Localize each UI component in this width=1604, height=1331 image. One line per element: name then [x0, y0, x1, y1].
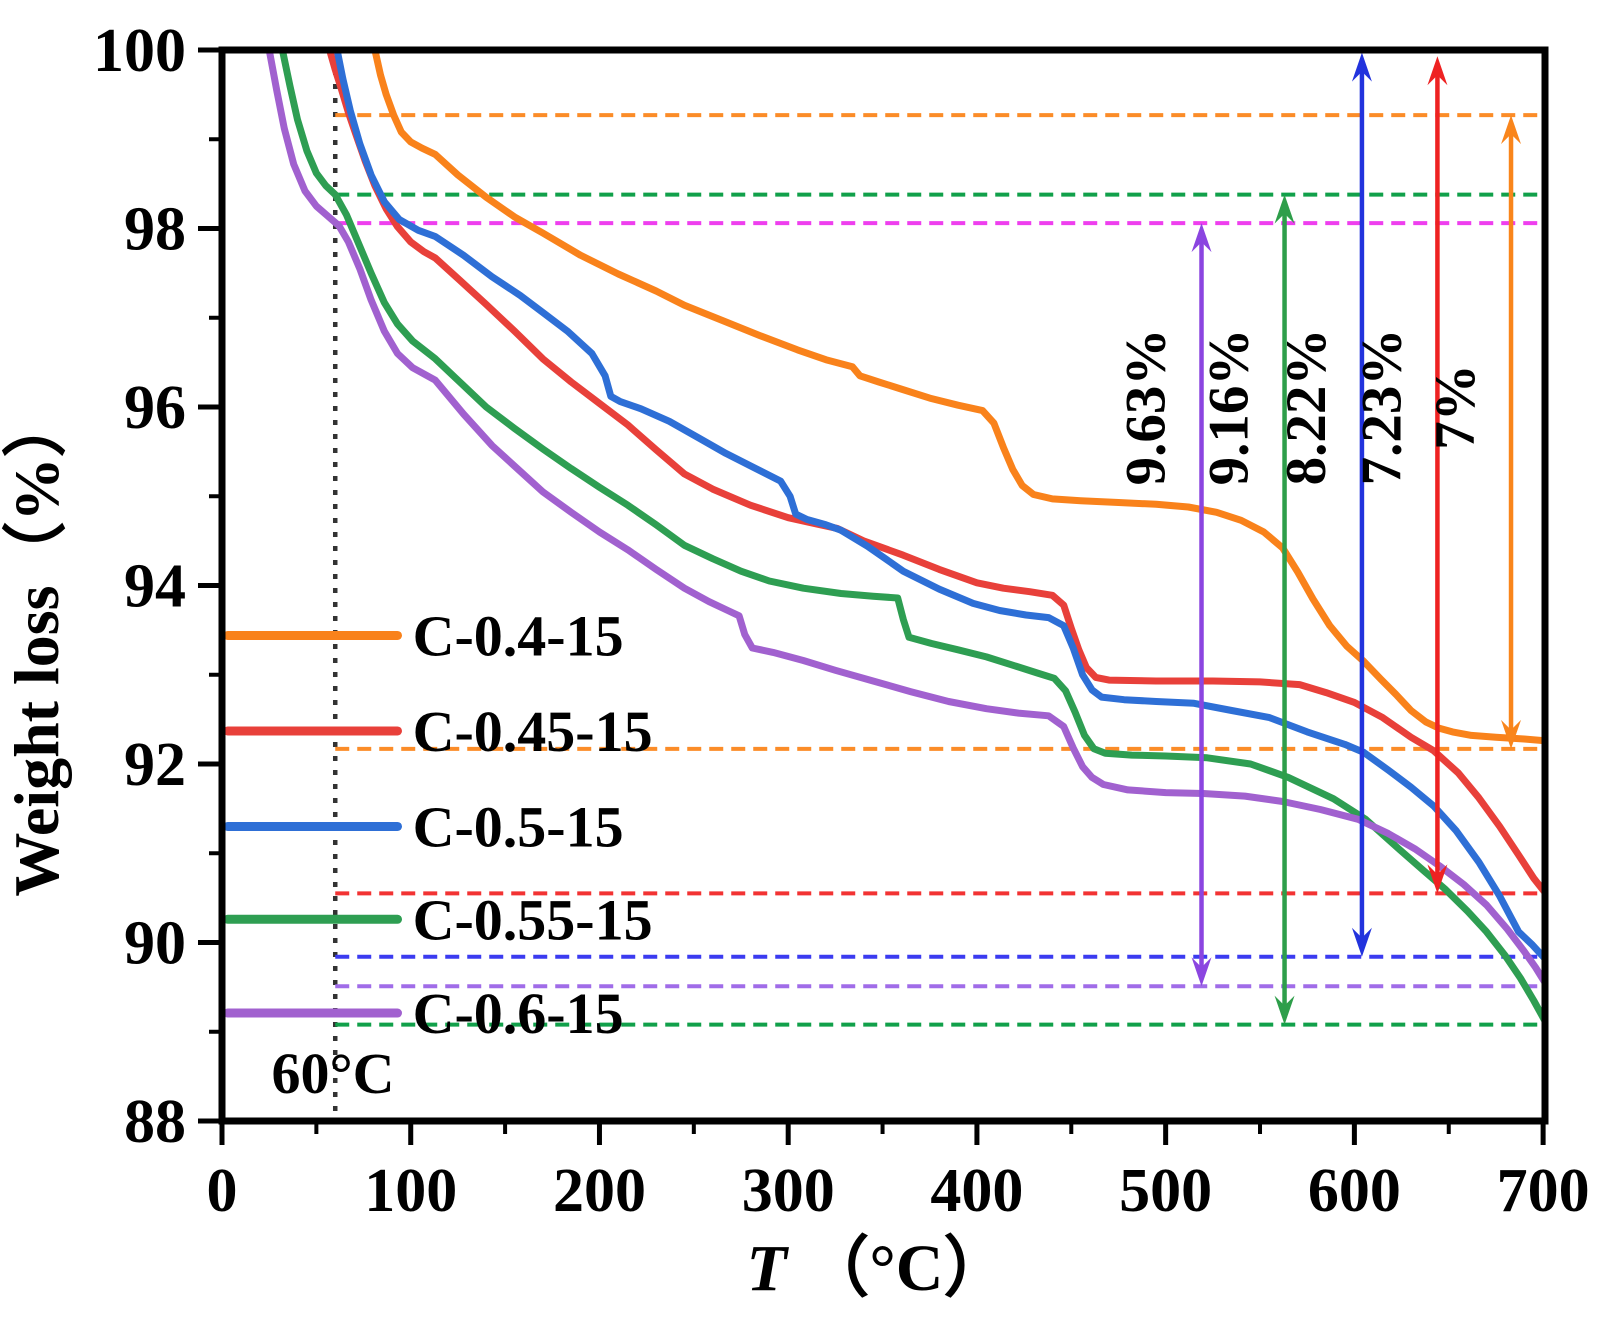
legend-label-C-0.5-15: C-0.5-15 [413, 794, 624, 859]
x-tick-label-600: 600 [1308, 1157, 1401, 1225]
annotation-arrowhead-down-8.22% [1351, 927, 1372, 957]
x-tick-label-0: 0 [207, 1157, 238, 1225]
x-tick-label-700: 700 [1497, 1157, 1590, 1225]
series-curve-C-0.55-15 [278, 50, 1545, 1025]
annotation-arrowhead-down-7% [1501, 719, 1522, 749]
annotation-label-7%: 7% [1424, 364, 1487, 450]
legend-label-C-0.4-15: C-0.4-15 [413, 603, 624, 668]
annotation-arrowhead-down-9.63% [1191, 957, 1212, 987]
x-tick-label-400: 400 [930, 1157, 1023, 1225]
legend-label-C-0.6-15: C-0.6-15 [413, 981, 624, 1046]
x-tick-label-500: 500 [1119, 1157, 1212, 1225]
annotation-arrowhead-down-9.16% [1274, 995, 1295, 1025]
plot-frame [218, 46, 1549, 1125]
y-tick-label-100: 100 [93, 17, 186, 85]
legend-label-C-0.45-15: C-0.45-15 [413, 699, 653, 764]
annotation-arrowhead-down-7.23% [1427, 864, 1448, 894]
x-axis-title: T （°C） [747, 1231, 1010, 1305]
annotation-label-7.23%: 7.23% [1350, 329, 1413, 486]
annotation-label-9.63%: 9.63% [1115, 329, 1178, 486]
y-tick-label-94: 94 [124, 553, 186, 621]
x-axis-title-unit: （°C） [803, 1231, 1009, 1305]
y-tick-label-88: 88 [124, 1088, 186, 1156]
annotation-arrowhead-up-9.63% [1191, 223, 1212, 253]
annotation-arrowhead-up-7% [1501, 115, 1522, 145]
series-curve-C-0.6-15 [265, 50, 1545, 987]
y-tick-label-98: 98 [124, 196, 186, 264]
generated-chart-content: 9.63% 9.16% 8.22% 7.23% 7% C-0.4-15 C-0.45-15 C… [93, 17, 1590, 1225]
x-axis-title-symbol: T [747, 1232, 790, 1305]
temp-60c-label: 60°C [271, 1041, 394, 1106]
x-tick-label-300: 300 [742, 1157, 835, 1225]
y-tick-label-92: 92 [124, 731, 186, 799]
x-tick-label-200: 200 [553, 1157, 646, 1225]
y-tick-label-90: 90 [124, 910, 186, 978]
y-axis-title: Weight loss（%） [1, 393, 72, 896]
series-curve-C-0.5-15 [333, 50, 1545, 963]
annotation-arrowhead-up-8.22% [1351, 52, 1372, 82]
annotation-label-8.22%: 8.22% [1275, 329, 1338, 486]
x-tick-label-100: 100 [364, 1157, 457, 1225]
series-curve-C-0.45-15 [326, 50, 1545, 896]
annotation-arrowhead-up-9.16% [1274, 194, 1295, 224]
series-curve-C-0.4-15 [371, 50, 1545, 745]
legend-label-C-0.55-15: C-0.55-15 [413, 887, 653, 952]
annotation-label-9.16%: 9.16% [1198, 329, 1261, 486]
annotation-arrowhead-up-7.23% [1427, 56, 1448, 86]
y-tick-label-96: 96 [124, 374, 186, 442]
